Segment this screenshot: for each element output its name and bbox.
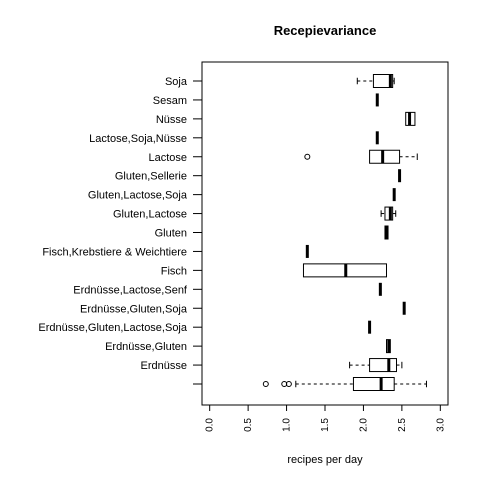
- category-label: Fisch,Krebstiere & Weichtiere: [42, 246, 187, 258]
- category-label: Erdnüsse,Gluten,Soja: [80, 303, 188, 315]
- category-label: Lactose: [148, 152, 187, 164]
- box-row: [384, 225, 389, 240]
- category-label: Lactose,Soja,Nüsse: [89, 133, 187, 145]
- box-iqr: [352, 377, 395, 391]
- category-label: Erdnüsse,Lactose,Senf: [73, 284, 188, 296]
- x-tick-label: 1.0: [282, 418, 293, 432]
- box-row: [380, 206, 397, 221]
- box-iqr: [372, 74, 394, 88]
- x-tick-label: 0.5: [243, 418, 254, 432]
- x-tick-label: 0.0: [205, 418, 216, 432]
- box-row: [304, 149, 418, 164]
- box-iqr: [369, 358, 397, 373]
- outlier-point: [285, 381, 292, 387]
- category-label: Gluten,Lactose: [113, 209, 187, 221]
- x-tick-label: 2.0: [358, 418, 369, 432]
- category-label: Erdnüsse,Gluten,Lactose,Soja: [38, 322, 187, 334]
- boxes-group: [262, 74, 427, 391]
- category-labels: Soja Sesam Nüsse Lactose,Soja,Nüsse Lactose G…: [38, 76, 202, 385]
- box-row: [262, 377, 427, 391]
- category-label: Erdnüsse,Gluten: [105, 341, 187, 353]
- box-row: [302, 263, 388, 278]
- x-tick-label: 3.0: [435, 418, 446, 432]
- category-label: Gluten: [155, 228, 187, 240]
- box-iqr: [369, 149, 401, 164]
- x-axis: 0.0 0.5 1.0 1.5 2.0 2.5 3.0: [205, 404, 446, 432]
- outlier-point: [262, 381, 269, 387]
- box-row: [405, 111, 416, 126]
- x-axis-label: recipes per day: [287, 454, 363, 466]
- category-label: Soja: [165, 76, 188, 88]
- box-iqr: [384, 206, 394, 221]
- chart-title: Recepievariance: [274, 23, 377, 38]
- category-label: Nüsse: [156, 114, 187, 126]
- category-label: Gluten,Sellerie: [115, 171, 187, 183]
- category-label: Sesam: [153, 95, 187, 107]
- outlier-point: [304, 153, 311, 160]
- category-label: Erdnüsse: [141, 360, 187, 372]
- category-label: Gluten,Lactose,Soja: [88, 190, 188, 202]
- category-label: Fisch: [161, 265, 187, 277]
- box-row: [356, 74, 395, 88]
- x-tick-label: 2.5: [397, 418, 408, 432]
- x-tick-label: 1.5: [320, 418, 331, 432]
- box-row: [386, 339, 391, 354]
- box-row: [349, 358, 403, 373]
